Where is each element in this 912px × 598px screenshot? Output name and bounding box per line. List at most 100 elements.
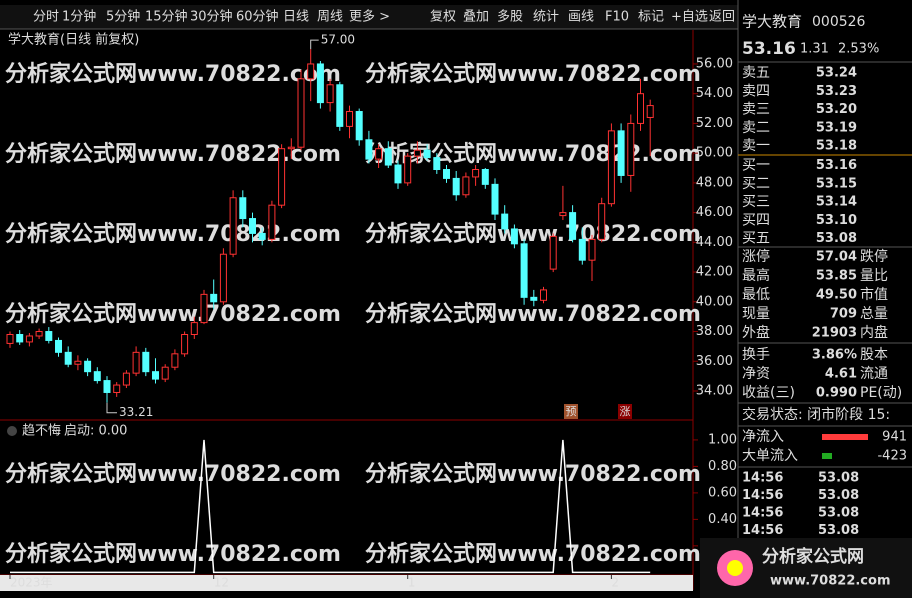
period-tab[interactable]: 60分钟 <box>236 9 279 25</box>
stock-code: 000526 <box>812 14 866 30</box>
watermark: 分析家公式网www.70822.com <box>5 221 341 247</box>
book-label: 卖四 <box>742 83 770 99</box>
stat-value: 0.990 <box>816 386 857 401</box>
candle-body <box>84 360 92 373</box>
candle-body <box>375 148 383 160</box>
tool-button[interactable]: 多股 <box>497 9 523 25</box>
candle-body <box>297 78 305 148</box>
tool-button[interactable]: 叠加 <box>463 10 489 25</box>
candle-body <box>113 384 121 393</box>
tool-button[interactable]: 统计 <box>533 10 559 25</box>
candle-body <box>93 371 101 382</box>
candle-body <box>472 169 480 178</box>
candle-body <box>530 296 538 301</box>
watermark: 分析家公式网www.70822.com <box>365 541 701 567</box>
candle-body <box>219 253 227 303</box>
book-label: 买二 <box>742 176 770 192</box>
period-tab[interactable]: 日线 <box>283 10 309 25</box>
watermark: 分析家公式网www.70822.com <box>5 541 341 567</box>
period-tab[interactable]: 15分钟 <box>145 9 188 25</box>
candle-body <box>569 212 577 240</box>
tool-button[interactable]: 画线 <box>568 10 594 25</box>
tool-button[interactable]: 返回 <box>709 10 735 25</box>
candle-body <box>74 360 82 365</box>
tick-price: 53.08 <box>818 471 859 486</box>
y-tick-label: 0.80 <box>708 459 737 474</box>
candle-body <box>142 351 150 373</box>
y-tick-label: 38.00 <box>696 324 733 339</box>
candle-body <box>355 111 363 141</box>
stat-label: 最高 <box>742 267 770 284</box>
toolbar <box>0 5 738 29</box>
candle-body <box>103 380 111 393</box>
annotation-arrow <box>106 402 117 414</box>
y-tick-label: 44.00 <box>696 235 733 250</box>
indicator-toggle[interactable] <box>7 426 17 436</box>
book-label: 买四 <box>742 212 770 228</box>
stat-label: 股本 <box>860 347 888 363</box>
y-tick-label: 36.00 <box>696 354 733 369</box>
book-price: 53.23 <box>816 84 857 99</box>
x-tick-label: 1 <box>408 576 416 590</box>
badge <box>564 404 578 419</box>
book-price: 53.20 <box>816 102 857 117</box>
badge-label: 涨 <box>620 405 631 418</box>
stat-value: 709 <box>830 307 857 322</box>
logo-icon <box>727 560 743 576</box>
logo-url: www.70822.com <box>770 574 891 589</box>
stat-label: 净资 <box>742 366 770 382</box>
candle-body <box>64 351 72 365</box>
book-price: 53.08 <box>816 231 857 246</box>
watermark: 分析家公式网www.70822.com <box>5 141 341 167</box>
tick-price: 53.08 <box>818 488 859 503</box>
candle-body <box>491 183 499 215</box>
book-price: 53.14 <box>816 195 857 210</box>
period-tab[interactable]: 周线 <box>317 10 343 25</box>
book-label: 买一 <box>742 158 770 174</box>
candle-body <box>45 331 53 341</box>
annotation-arrow <box>310 39 319 50</box>
logo-name: 分析家公式网 <box>762 546 864 567</box>
book-label: 卖一 <box>742 138 770 154</box>
candle-body <box>122 372 130 386</box>
stock-name: 学大教育 <box>742 13 802 31</box>
candle-body <box>510 228 518 245</box>
stat-label: 收益(三) <box>742 385 795 401</box>
watermark: 分析家公式网www.70822.com <box>5 461 341 487</box>
candle-body <box>161 366 169 380</box>
candle-body <box>239 197 247 220</box>
stat-value: 49.50 <box>816 288 857 303</box>
period-tab[interactable]: 1分钟 <box>62 9 96 25</box>
candle-body <box>171 353 179 368</box>
tool-button[interactable]: F10 <box>605 10 629 25</box>
book-label: 买五 <box>742 231 770 247</box>
flow-label: 大单流入 <box>742 448 798 464</box>
candle-body <box>540 289 547 301</box>
candle-body <box>16 334 24 343</box>
stat-label: 换手 <box>742 346 770 363</box>
candle-body <box>433 157 441 170</box>
book-label: 卖三 <box>742 102 770 118</box>
period-tab[interactable]: 更多 > <box>349 9 390 25</box>
watermark: 分析家公式网www.70822.com <box>5 61 341 87</box>
candle-body <box>25 335 33 343</box>
y-tick-label: 0.40 <box>708 512 737 527</box>
tool-button[interactable]: 标记 <box>638 10 664 25</box>
candle-body <box>35 331 43 337</box>
period-tab[interactable]: 5分钟 <box>106 9 140 25</box>
tool-button[interactable]: 复权 <box>430 9 456 25</box>
stat-label: 外盘 <box>742 324 770 341</box>
y-tick-label: 0.60 <box>708 485 737 500</box>
candle-body <box>607 130 615 205</box>
y-tick-label: 40.00 <box>696 294 733 309</box>
last-price: 53.16 <box>742 39 796 59</box>
stat-label: 内盘 <box>860 324 888 341</box>
period-tab[interactable]: 30分钟 <box>190 9 233 25</box>
stat-label: 流通 <box>860 366 888 382</box>
stat-label: 跌停 <box>860 248 888 265</box>
tool-button[interactable]: +自选 <box>671 10 708 25</box>
candle-body <box>394 164 402 184</box>
x-tick-label: 2 <box>611 576 619 590</box>
period-tab[interactable]: 分时 <box>33 10 59 25</box>
y-tick-label: 46.00 <box>696 205 733 220</box>
